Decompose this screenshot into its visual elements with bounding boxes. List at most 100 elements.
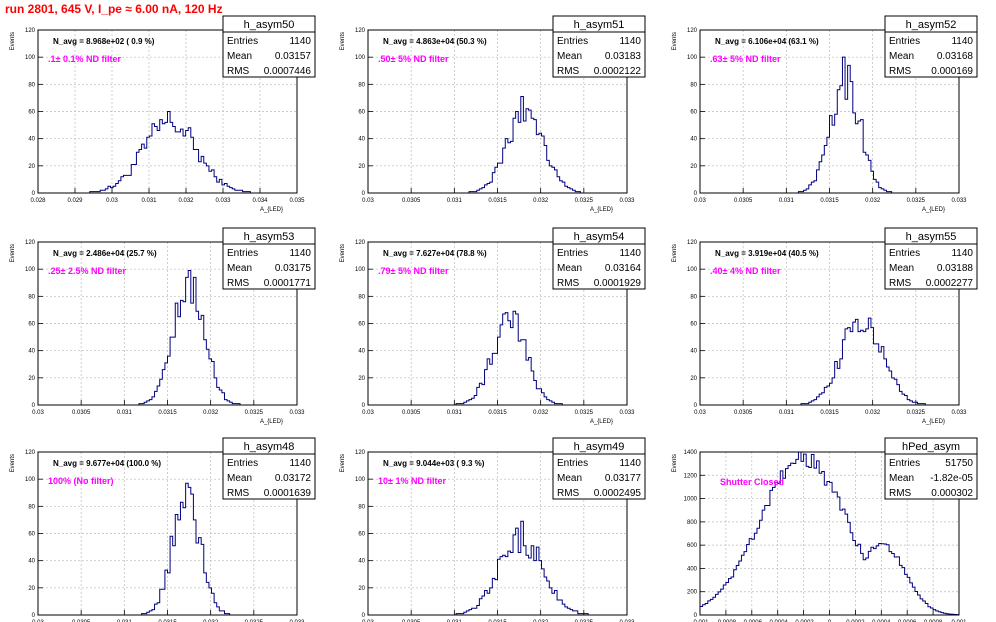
- x-axis-label: A_{LED}: [590, 419, 613, 425]
- navg-label: N_avg = 9.677e+04 (100.0 %): [53, 459, 161, 468]
- y-tick-label: 80: [358, 294, 365, 300]
- stats-box: [552, 15, 646, 78]
- y-tick-label: 120: [355, 240, 366, 246]
- y-tick-label: 0: [32, 403, 36, 409]
- histogram-panel: 0.028 0.029 0.03 0.031 0.032 0.033 0.034 0.035 0…: [10, 15, 316, 213]
- x-tick-label: 0.0305: [402, 198, 421, 204]
- y-tick-label: 80: [358, 82, 365, 88]
- stats-value: 0.0001639: [264, 488, 312, 499]
- stats-box: [222, 437, 316, 500]
- x-tick-label: 0.0315: [158, 410, 177, 416]
- x-tick-label: 0.031: [447, 410, 463, 416]
- x-tick-label: 0.034: [252, 198, 268, 204]
- stats-key: Entries: [227, 36, 258, 47]
- x-tick-label: 0.0325: [907, 198, 926, 204]
- x-tick-label: 0.033: [289, 620, 305, 622]
- histogram-panel: 0.03 0.0305 0.031 0.0315 0.032 0.0325 0.033 0 20…: [340, 437, 646, 622]
- x-tick-label: 0.0305: [734, 410, 753, 416]
- histogram-name: h_asym54: [574, 231, 625, 243]
- y-tick-label: 80: [690, 294, 697, 300]
- stats-key: Entries: [227, 458, 258, 469]
- filter-note: .25± 2.5% ND filter: [48, 266, 126, 276]
- stats-value: 0.03157: [275, 51, 312, 62]
- y-axis-label: Events: [672, 454, 678, 472]
- y-tick-label: 1400: [684, 450, 698, 456]
- x-tick-label: -0.0006: [742, 620, 763, 622]
- stats-key: Entries: [889, 248, 920, 259]
- y-tick-label: 120: [25, 240, 36, 246]
- x-tick-label: 0.0305: [72, 410, 91, 416]
- histogram-name: hPed_asym: [902, 441, 960, 453]
- y-tick-label: 0: [362, 403, 366, 409]
- x-tick-label: 0.0002: [846, 620, 865, 622]
- y-axis-label: Events: [340, 454, 346, 472]
- stats-key: Mean: [889, 473, 914, 484]
- stats-key: RMS: [227, 66, 250, 77]
- stats-key: RMS: [889, 66, 912, 77]
- stats-key: Mean: [557, 473, 582, 484]
- stats-key: Entries: [557, 36, 588, 47]
- x-tick-label: 0.033: [619, 198, 635, 204]
- y-tick-label: 120: [25, 28, 36, 34]
- filter-note: .50± 5% ND filter: [378, 54, 449, 64]
- x-tick-label: -0.0002: [793, 620, 814, 622]
- navg-label: N_avg = 6.106e+04 (63.1 %): [715, 37, 819, 46]
- y-tick-label: 1000: [684, 497, 698, 503]
- y-tick-label: 1200: [684, 473, 698, 479]
- y-tick-label: 120: [355, 28, 366, 34]
- x-tick-label: 0.031: [779, 410, 795, 416]
- x-axis-label: A_{LED}: [260, 207, 283, 213]
- stats-value: 0.0007446: [264, 66, 312, 77]
- y-tick-label: 40: [28, 559, 35, 565]
- y-tick-label: 40: [690, 349, 697, 355]
- stats-value: 0.0002495: [594, 488, 642, 499]
- y-tick-label: 60: [28, 532, 35, 538]
- stats-box: [552, 437, 646, 500]
- stats-value: 51750: [945, 458, 973, 469]
- x-tick-label: 0.03: [694, 410, 706, 416]
- stats-value: 1140: [619, 36, 641, 47]
- y-tick-label: 60: [28, 110, 35, 116]
- x-tick-label: 0.032: [203, 410, 219, 416]
- stats-value: 0.0002122: [594, 66, 642, 77]
- x-tick-label: 0.03: [694, 198, 706, 204]
- navg-label: N_avg = 7.627e+04 (78.8 %): [383, 249, 487, 258]
- x-tick-label: 0.033: [619, 620, 635, 622]
- x-tick-label: 0.03: [362, 620, 374, 622]
- histogram-panel: 0.03 0.0305 0.031 0.0315 0.032 0.0325 0.033 0 20…: [672, 227, 978, 425]
- x-tick-label: 0.0325: [245, 410, 264, 416]
- y-tick-label: 0: [362, 613, 366, 619]
- navg-label: N_avg = 4.863e+04 (50.3 %): [383, 37, 487, 46]
- x-tick-label: 0.0325: [907, 410, 926, 416]
- x-tick-label: 0.0315: [488, 410, 507, 416]
- x-tick-label: 0.032: [865, 410, 881, 416]
- y-axis-label: Events: [10, 244, 16, 262]
- y-tick-label: 60: [358, 532, 365, 538]
- stats-box: [884, 15, 978, 78]
- navg-label: N_avg = 2.486e+04 (25.7 %): [53, 249, 157, 258]
- stats-key: RMS: [889, 278, 912, 289]
- x-tick-label: 0.031: [117, 620, 133, 622]
- x-tick-label: 0.0315: [158, 620, 177, 622]
- stats-value: 0.000169: [931, 66, 973, 77]
- y-tick-label: 200: [687, 590, 698, 596]
- stats-value: 1140: [619, 248, 641, 259]
- filter-note: .79± 5% ND filter: [378, 266, 449, 276]
- x-tick-label: 0.033: [215, 198, 231, 204]
- y-tick-label: 80: [690, 82, 697, 88]
- y-tick-label: 0: [32, 191, 36, 197]
- stats-value: 0.03177: [605, 473, 642, 484]
- y-tick-label: 20: [358, 586, 365, 592]
- navg-label: N_avg = 9.044e+03 ( 9.3 %): [383, 459, 485, 468]
- stats-value: 1140: [289, 36, 311, 47]
- stats-key: Mean: [889, 51, 914, 62]
- y-tick-label: 40: [28, 137, 35, 143]
- x-axis-label: A_{LED}: [922, 419, 945, 425]
- stats-value: 0.03168: [937, 51, 974, 62]
- y-tick-label: 40: [690, 137, 697, 143]
- y-tick-label: 0: [362, 191, 366, 197]
- stats-key: Entries: [227, 248, 258, 259]
- x-tick-label: 0.03: [362, 410, 374, 416]
- stats-value: -1.82e-05: [930, 473, 973, 484]
- histogram-name: h_asym55: [906, 231, 957, 243]
